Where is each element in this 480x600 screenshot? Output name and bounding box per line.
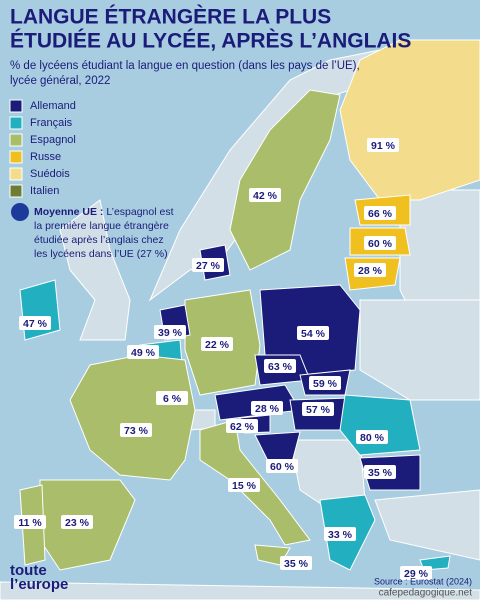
- value-label: 42 %: [253, 190, 278, 202]
- label-box: [120, 423, 152, 437]
- label-box: [228, 478, 260, 492]
- country: [229, 89, 341, 271]
- value-label: 54 %: [301, 328, 326, 340]
- label-box: [156, 391, 188, 405]
- non-eu-land: [0, 581, 480, 600]
- legend-swatch: [9, 133, 23, 147]
- note: Moyenne UE : L’espagnol est: [34, 206, 174, 218]
- value-label: 39 %: [158, 327, 183, 339]
- note-text: la première langue étrangère: [34, 220, 169, 232]
- note-text: L’espagnol est: [106, 206, 173, 218]
- legend-swatch: [9, 167, 23, 181]
- label-box: [364, 465, 396, 479]
- label-box: [297, 326, 329, 340]
- legend-label: Suédois: [30, 168, 70, 180]
- note-text: les lycéens dans l’UE (27 %): [34, 248, 168, 260]
- label-box: [354, 263, 386, 277]
- label-box: [201, 337, 233, 351]
- label-box: [264, 359, 296, 373]
- non-eu-land: [59, 199, 131, 341]
- label-box: [226, 419, 258, 433]
- value-label: 80 %: [360, 432, 385, 444]
- label-box: [192, 258, 224, 272]
- label-box: [364, 206, 396, 220]
- label-box: [364, 236, 396, 250]
- eu-icon: [11, 203, 29, 221]
- title: ÉTUDIÉE AU LYCÉE, APRÈS L’ANGLAIS: [10, 30, 411, 53]
- value-label: 35 %: [284, 558, 309, 570]
- country: [69, 354, 196, 481]
- value-label: 49 %: [131, 347, 156, 359]
- label-box: [127, 345, 159, 359]
- watermark: cafepedagogique.net: [379, 588, 473, 599]
- label-box: [154, 325, 186, 339]
- value-label: 23 %: [65, 517, 90, 529]
- legend-swatch: [9, 116, 23, 130]
- country: [339, 39, 480, 201]
- source: Source : Eurostat (2024): [374, 576, 472, 586]
- legend: Allemand Français Espagnol Russe Suédois Ital…: [9, 99, 76, 198]
- country: [19, 279, 61, 341]
- value-label: 62 %: [230, 421, 255, 433]
- label-box: [251, 401, 283, 415]
- label-box: [309, 376, 341, 390]
- label-box: [19, 316, 51, 330]
- legend-label: Espagnol: [30, 134, 76, 146]
- value-label: 57 %: [306, 404, 331, 416]
- labels: 91 % 42 % 66 % 60 % 28 % 27 % 47 % 39 % 22 % 54 %…: [14, 138, 432, 580]
- label-box: [266, 459, 298, 473]
- label-box: [61, 515, 93, 529]
- label-box: [280, 556, 312, 570]
- value-label: 29 %: [404, 568, 429, 580]
- value-label: 91 %: [371, 140, 396, 152]
- value-label: 47 %: [23, 318, 48, 330]
- value-label: 11 %: [18, 517, 42, 529]
- legend-label: Russe: [30, 151, 61, 163]
- value-label: 33 %: [328, 529, 353, 541]
- logo: toute: [10, 562, 47, 579]
- label-box: [400, 566, 432, 580]
- value-label: 60 %: [270, 461, 295, 473]
- label-box: [356, 430, 388, 444]
- value-label: 35 %: [368, 467, 393, 479]
- value-label: 28 %: [255, 403, 280, 415]
- value-label: 15 %: [232, 480, 257, 492]
- legend-swatch: [9, 99, 23, 113]
- logo: l’europe: [10, 576, 68, 593]
- legend-label: Italien: [30, 185, 59, 197]
- value-label: 73 %: [124, 425, 149, 437]
- label-box: [14, 515, 46, 529]
- subtitle: % de lycéens étudiant la langue en quest…: [10, 60, 360, 72]
- legend-swatch: [9, 150, 23, 164]
- title: LANGUE ÉTRANGÈRE LA PLUS: [10, 6, 331, 29]
- label-box: [249, 188, 281, 202]
- legend-label: Français: [30, 117, 73, 129]
- value-label: 28 %: [358, 265, 383, 277]
- non-eu-land: [374, 489, 480, 561]
- legend-label: Allemand: [30, 100, 76, 112]
- note-bold: Moyenne UE :: [34, 206, 103, 218]
- value-label: 59 %: [313, 378, 338, 390]
- value-label: 66 %: [368, 208, 393, 220]
- label-box: [302, 402, 334, 416]
- label-box: [324, 527, 356, 541]
- note-text: étudiée après l’anglais chez: [34, 234, 164, 246]
- subtitle: lycée général, 2022: [10, 75, 110, 87]
- value-label: 27 %: [196, 260, 221, 272]
- value-label: 6 %: [163, 393, 182, 405]
- value-label: 22 %: [205, 339, 230, 351]
- value-label: 63 %: [268, 361, 293, 373]
- value-label: 60 %: [368, 238, 393, 250]
- label-box: [367, 138, 399, 152]
- non-eu-land: [359, 299, 480, 401]
- legend-swatch: [9, 184, 23, 198]
